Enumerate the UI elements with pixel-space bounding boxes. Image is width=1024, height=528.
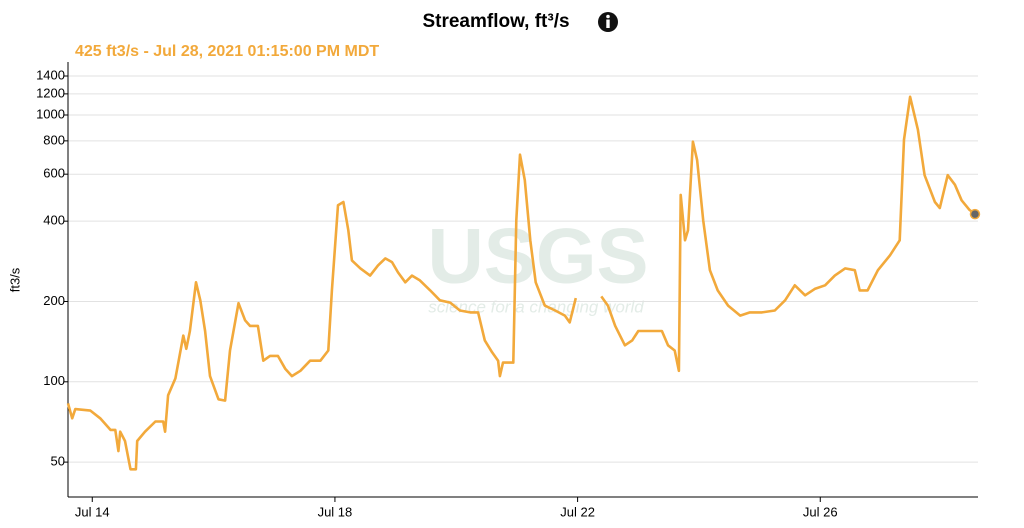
- y-axis-label: ft3/s: [7, 267, 22, 292]
- series-line: [66, 95, 976, 471]
- chart-title: Streamflow, ft³/s: [422, 11, 569, 32]
- current-value-marker: [969, 208, 981, 220]
- x-tick-label: Jul 18: [318, 504, 353, 519]
- chart-subtitle: 425 ft3/s - Jul 28, 2021 01:15:00 PM MDT: [75, 43, 379, 60]
- y-tick-label: 1200: [36, 85, 65, 100]
- y-tick-label: 1400: [36, 67, 65, 82]
- y-tick-label: 1000: [36, 106, 65, 121]
- x-tick-label: Jul 22: [560, 504, 595, 519]
- watermark-tagline: science for a changing world: [428, 297, 644, 316]
- info-icon-bar: [606, 19, 610, 28]
- x-tick-label: Jul 26: [803, 504, 838, 519]
- y-tick-label: 200: [43, 293, 65, 308]
- y-tick-label: 50: [51, 454, 65, 469]
- y-tick-label: 600: [43, 166, 65, 181]
- info-icon[interactable]: [598, 12, 618, 32]
- y-tick-label: 100: [43, 373, 65, 388]
- y-tick-label: 800: [43, 132, 65, 147]
- info-icon-dot: [606, 14, 610, 19]
- y-tick-label: 400: [43, 213, 65, 228]
- x-tick-label: Jul 14: [75, 504, 110, 519]
